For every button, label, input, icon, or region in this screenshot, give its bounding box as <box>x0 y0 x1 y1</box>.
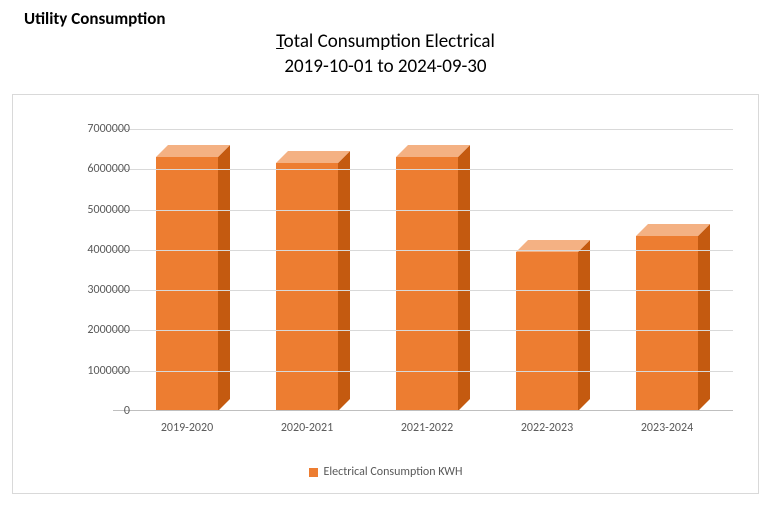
x-axis-tick: 2023-2024 <box>641 421 693 435</box>
floor-line <box>113 410 733 411</box>
bar-side <box>338 151 350 411</box>
chart-frame: Electrical Consumption KWH 0 1000000 20000… <box>12 94 759 494</box>
y-axis-tick: 2000000 <box>50 323 130 337</box>
bar <box>516 252 578 411</box>
y-axis-tick: 3000000 <box>50 283 130 297</box>
bar-front <box>276 163 338 411</box>
y-axis-tick: 0 <box>50 404 130 418</box>
chart-title-line1: Total Consumption Electrical <box>0 30 771 53</box>
legend-swatch <box>309 468 318 477</box>
gridline <box>113 290 733 291</box>
y-axis-tick: 4000000 <box>50 243 130 257</box>
gridline <box>113 210 733 211</box>
bar <box>636 236 698 411</box>
bar-side <box>698 224 710 411</box>
y-axis-tick: 6000000 <box>50 162 130 176</box>
bar-front <box>516 252 578 411</box>
y-axis-tick: 7000000 <box>50 122 130 136</box>
gridline <box>113 169 733 170</box>
x-axis-tick: 2021-2022 <box>401 421 453 435</box>
y-axis-tick: 1000000 <box>50 364 130 378</box>
bar-top <box>156 145 230 157</box>
x-axis-tick: 2020-2021 <box>281 421 333 435</box>
bar-top <box>636 224 710 236</box>
y-axis-tick: 5000000 <box>50 203 130 217</box>
bar <box>276 163 338 411</box>
bars-container <box>113 129 733 411</box>
bar-top <box>396 145 470 157</box>
x-axis-tick: 2022-2023 <box>521 421 573 435</box>
gridline <box>113 330 733 331</box>
plot-area <box>113 129 733 411</box>
bar-front <box>636 236 698 411</box>
bar <box>156 157 218 411</box>
legend-label: Electrical Consumption KWH <box>324 465 463 479</box>
x-axis-tick: 2019-2020 <box>161 421 213 435</box>
page-title: Utility Consumption <box>24 8 165 29</box>
bar <box>396 157 458 411</box>
chart-title-line2: 2019-10-01 to 2024-09-30 <box>0 55 771 78</box>
gridline <box>113 371 733 372</box>
bar-side <box>578 240 590 411</box>
chart-title-line1-rest: otal Consumption Electrical <box>284 30 495 53</box>
chart-title-underline-char: T <box>276 30 284 53</box>
bar-front <box>156 157 218 411</box>
gridline <box>113 250 733 251</box>
chart-title: Total Consumption Electrical 2019-10-01 … <box>0 30 771 78</box>
legend: Electrical Consumption KWH <box>13 465 758 479</box>
bar-front <box>396 157 458 411</box>
gridline <box>113 129 733 130</box>
bar-top <box>276 151 350 163</box>
